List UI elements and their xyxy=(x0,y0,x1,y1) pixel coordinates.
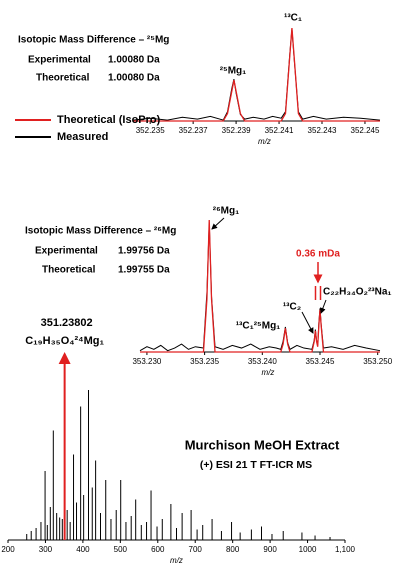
panel-title: Isotopic Mass Difference – ²⁵Mg xyxy=(18,35,169,46)
x-tick-label: 352.235 xyxy=(136,126,165,135)
x-tick-label: 1000 xyxy=(299,545,317,554)
x-tick-label: 700 xyxy=(189,545,203,554)
peak-label: ¹³C₁ xyxy=(284,13,302,24)
chart-title: Murchison MeOH Extract xyxy=(185,437,340,452)
legend-label: Measured xyxy=(57,131,108,143)
x-axis-label: m/z xyxy=(262,368,275,377)
peak-label: ¹³C₁²⁵Mg₁ xyxy=(236,321,281,332)
annotation-mz: 351.23802 xyxy=(41,317,93,329)
x-tick-label: 353.240 xyxy=(248,357,277,366)
chart-subtitle: (+) ESI 21 T FT-ICR MS xyxy=(200,459,312,471)
x-tick-label: 353.245 xyxy=(306,357,335,366)
row-label: Theoretical xyxy=(42,265,96,276)
pointer xyxy=(211,217,225,230)
x-tick-label: 900 xyxy=(263,545,277,554)
row-value: 1.99755 Da xyxy=(118,265,170,276)
row-label: Experimental xyxy=(28,55,91,66)
pointer xyxy=(301,311,314,334)
x-axis-label: m/z xyxy=(170,556,183,565)
panel-title: Isotopic Mass Difference – ²⁶Mg xyxy=(25,226,176,237)
x-tick-label: 500 xyxy=(114,545,128,554)
peak-label: ²⁶Mg₁ xyxy=(213,206,240,217)
spectrum-line xyxy=(140,219,380,353)
x-tick-label: 200 xyxy=(1,545,15,554)
row-value: 1.00080 Da xyxy=(108,55,160,66)
peak-label: C₂₂H₃₄O₂²³Na₁ xyxy=(323,287,392,298)
x-tick-label: 353.250 xyxy=(363,357,392,366)
x-axis-label: m/z xyxy=(258,137,271,146)
x-tick-label: 352.245 xyxy=(351,126,380,135)
peak-label: ¹³C₂ xyxy=(283,302,301,313)
x-tick-label: 353.230 xyxy=(132,357,161,366)
x-tick-label: 400 xyxy=(76,545,90,554)
legend-label: Theoretical (IsoPro) xyxy=(57,114,161,126)
x-tick-label: 352.237 xyxy=(179,126,208,135)
spectrum-line xyxy=(132,28,381,121)
pointer xyxy=(319,299,327,314)
row-value: 1.00080 Da xyxy=(108,73,160,84)
x-tick-label: 300 xyxy=(39,545,53,554)
row-label: Theoretical xyxy=(36,73,90,84)
x-tick-label: 352.239 xyxy=(222,126,251,135)
row-label: Experimental xyxy=(35,246,98,257)
x-tick-label: 800 xyxy=(226,545,240,554)
annotation-formula: C₁₉H₃₅O₄²⁴Mg₁ xyxy=(25,335,104,347)
x-tick-label: 600 xyxy=(151,545,165,554)
x-tick-label: 352.241 xyxy=(265,126,294,135)
x-tick-label: 352.243 xyxy=(308,126,337,135)
x-tick-label: 353.235 xyxy=(190,357,219,366)
x-tick-label: 1,100 xyxy=(335,545,356,554)
annotation: 0.36 mDa xyxy=(296,249,340,260)
spectrum-line xyxy=(133,27,380,122)
row-value: 1.99756 Da xyxy=(118,246,170,257)
peak-label: ²⁵Mg₁ xyxy=(220,66,247,77)
